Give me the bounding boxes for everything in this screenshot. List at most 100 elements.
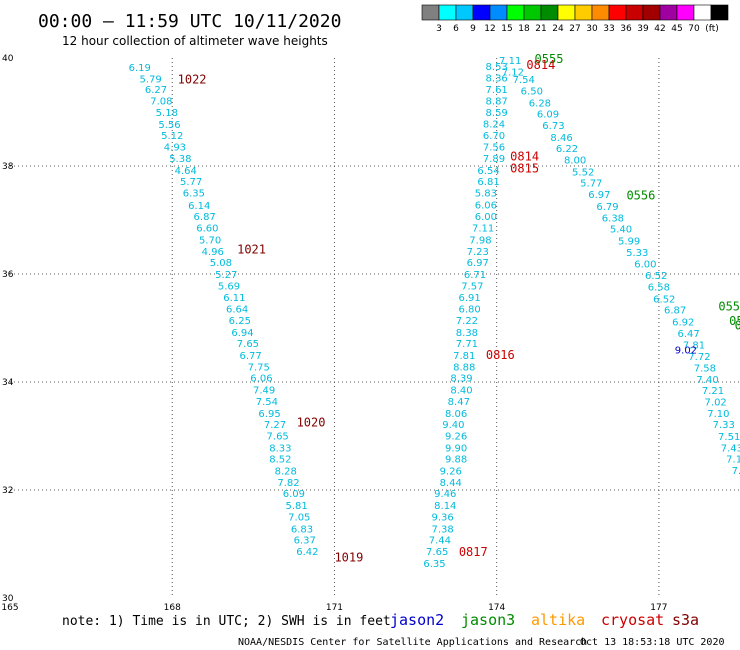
- swh-value-s3a: 6.87: [194, 212, 216, 223]
- swh-value-jason3: 8.39: [450, 374, 472, 385]
- pass-label: 0814: [510, 149, 539, 163]
- legend-unit: (ft): [705, 24, 719, 34]
- swh-value-jason3: 7.43: [721, 443, 740, 454]
- swh-value-jason3: 7.22: [456, 316, 478, 327]
- swh-value-jason3: 8.87: [486, 97, 508, 108]
- swh-value-jason3: 7.81: [683, 341, 705, 352]
- swh-value-jason3: 7.21: [702, 386, 724, 397]
- swh-value-s3a: 5.81: [285, 501, 307, 512]
- legend-swatch: [608, 4, 627, 21]
- swh-value-jason3: 7.10: [707, 409, 729, 420]
- satellite-jason2: jason2: [390, 611, 444, 629]
- swh-value-s3a: 8.33: [269, 443, 291, 454]
- swh-value-jason3: 7.89: [483, 154, 505, 165]
- legend-swatch: [591, 4, 610, 21]
- swh-value-s3a: 4.93: [164, 143, 186, 154]
- footer-timestamp: Oct 13 18:53:18 UTC 2020: [580, 637, 725, 648]
- chart-subtitle: 12 hour collection of altimeter wave hei…: [62, 34, 328, 48]
- swh-value-jason3: 6.00: [475, 212, 497, 223]
- swh-value-jason3: 7.98: [469, 235, 491, 246]
- swh-value-s3a: 6.09: [283, 489, 305, 500]
- swh-value-jason3: 8.53: [486, 62, 508, 73]
- swh-value-jason3: 8.88: [453, 362, 475, 373]
- swh-value-jason3: 6.70: [483, 131, 505, 142]
- y-tick-label: 36: [2, 270, 14, 280]
- swh-values: 6.195.796.277.085.185.565.124.935.384.64…: [129, 56, 740, 570]
- swh-value-jason3: 7.57: [461, 281, 483, 292]
- swh-value-s3a: 7.75: [248, 362, 270, 373]
- swh-value-jason3: 6.00: [634, 260, 656, 271]
- pass-label: 0815: [510, 162, 539, 176]
- legend-tick: 9: [470, 24, 476, 34]
- swh-value-jason3: 7.02: [705, 397, 727, 408]
- swh-value-s3a: 6.77: [239, 351, 261, 362]
- legend-swatch: [523, 4, 542, 21]
- legend-swatch: [710, 4, 729, 21]
- y-tick-label: 38: [2, 162, 14, 172]
- swh-value-s3a: 7.05: [288, 512, 310, 523]
- legend-tick: 12: [484, 24, 495, 34]
- satellite-s3a: s3a: [672, 611, 699, 629]
- swh-value-s3a: 7.54: [256, 397, 278, 408]
- plot-grid: [10, 58, 740, 598]
- swh-value-s3a: 6.94: [231, 328, 253, 339]
- swh-value-jason3: 8.36: [486, 73, 508, 84]
- legend-tick: 18: [518, 24, 530, 34]
- swh-value-s3a: 5.77: [180, 177, 202, 188]
- x-tick-label: 168: [164, 603, 181, 613]
- swh-value-jason3: 7.51: [718, 432, 740, 443]
- pass-label: 0555: [535, 52, 564, 66]
- chart-title: 00:00 – 11:59 UTC 10/11/2020: [38, 11, 341, 32]
- legend-tick: 6: [453, 24, 459, 34]
- swh-value-jason3: 7.38: [431, 524, 453, 535]
- y-tick-label: 34: [2, 378, 14, 388]
- swh-value-jason3: 6.09: [537, 110, 559, 121]
- swh-value-jason3: 8.00: [564, 156, 586, 167]
- swh-value-jason3: 6.71: [464, 270, 486, 281]
- swh-value-jason3: 6.06: [475, 200, 497, 211]
- swh-value-jason3: 8.47: [448, 397, 470, 408]
- swh-value-s3a: 7.65: [237, 339, 259, 350]
- swh-value-jason3: 9.40: [442, 420, 464, 431]
- swh-value-jason3: 6.81: [477, 177, 499, 188]
- swh-value-jason3: 7.01: [732, 466, 740, 477]
- legend-swatch: [676, 4, 695, 21]
- swh-value-s3a: 6.35: [183, 188, 205, 199]
- swh-value-jason3: 6.97: [467, 258, 489, 269]
- legend-tick: 36: [620, 24, 632, 34]
- swh-value-jason3: 9.90: [445, 443, 467, 454]
- legend-swatch: [472, 4, 491, 21]
- swh-value-s3a: 6.64: [226, 305, 248, 316]
- pass-label: 0816: [486, 348, 515, 362]
- swh-value-jason3: 8.38: [456, 328, 478, 339]
- pass-label: 0557: [735, 318, 740, 332]
- swh-value-jason3: 8.46: [550, 133, 572, 144]
- swh-value-s3a: 5.70: [199, 235, 221, 246]
- swh-value-jason3: 5.33: [626, 248, 648, 259]
- swh-value-s3a: 7.65: [267, 431, 289, 442]
- swh-value-jason3: 6.91: [458, 293, 480, 304]
- legend-swatch: [455, 4, 474, 21]
- swh-value-s3a: 6.37: [294, 536, 316, 547]
- legend-tick: 70: [688, 24, 700, 34]
- x-tick-label: 165: [1, 603, 18, 613]
- swh-value-s3a: 6.14: [188, 201, 210, 212]
- swh-value-s3a: 6.11: [223, 293, 245, 304]
- swh-value-jason3: 6.58: [648, 282, 670, 293]
- swh-value-s3a: 5.08: [210, 258, 232, 269]
- swh-value-jason3: 7.61: [486, 85, 508, 96]
- legend-tick: 21: [535, 24, 546, 34]
- plot-axes: 165 168 171 174 177 30 32 34 36 38 40: [1, 54, 667, 613]
- swh-value-s3a: 5.69: [218, 281, 240, 292]
- pass-label: 1019: [334, 551, 363, 565]
- swh-value-jason2: 9.02: [675, 346, 697, 357]
- legend-swatch: [693, 4, 712, 21]
- swh-value-jason3: 6.73: [542, 121, 564, 132]
- swh-value-jason3: 7.81: [453, 351, 475, 362]
- swh-value-jason3: 5.77: [580, 179, 602, 190]
- legend-tick: 33: [603, 24, 614, 34]
- swh-value-jason3: 8.59: [486, 108, 508, 119]
- swh-value-jason3: 6.47: [677, 329, 699, 340]
- legend-swatch: [642, 4, 661, 21]
